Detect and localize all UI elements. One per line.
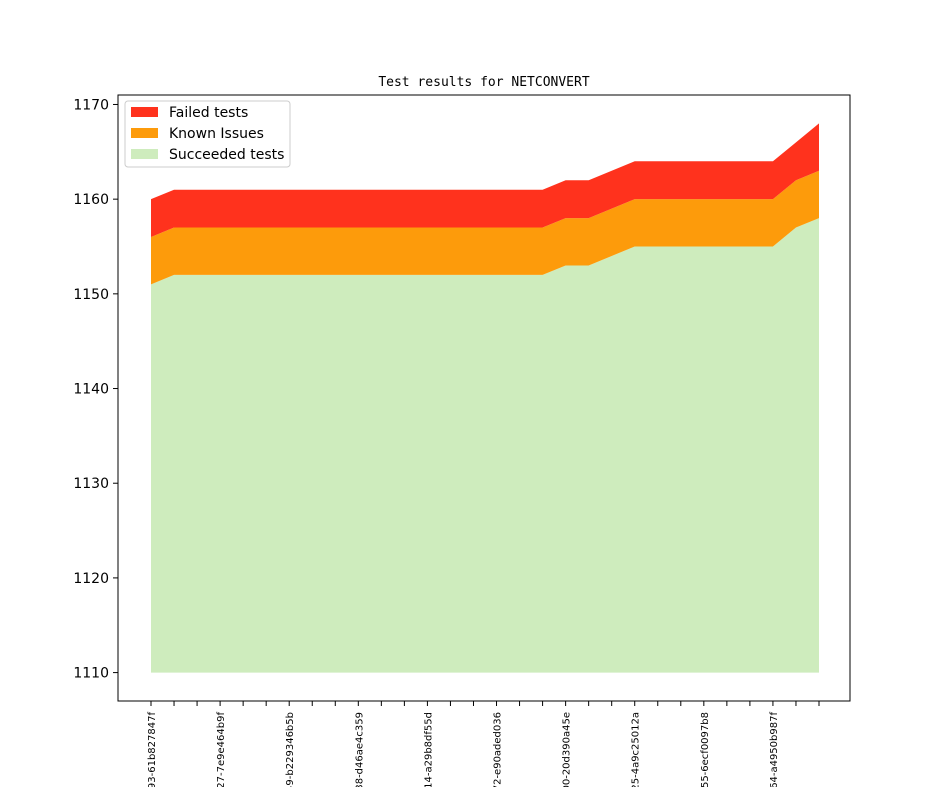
x-tick-label: 64-a4950b987f [769,712,780,787]
legend-swatch-known-issues [131,128,158,138]
legend-swatch-succeeded-tests [131,149,158,159]
y-tick-label: 1110 [73,666,109,682]
legend-label-failed-tests: Failed tests [169,105,248,121]
area-failed-tests [151,123,819,238]
y-axis: 1110 1120 1130 1140 1150 1160 1170 [73,97,118,682]
legend-box [124,100,291,168]
x-tick-label: 93-61b827847f [147,712,158,787]
legend-label-known-issues: Known Issues [169,126,264,142]
x-tick-label: 25-4a9c25012a [631,712,642,787]
x-tick-label: 27-7e9e464b9f [216,712,227,787]
y-tick-label: 1120 [73,571,109,587]
y-tick-label: 1170 [73,97,109,113]
legend-label-succeeded-tests: Succeeded tests [169,147,284,163]
x-tick-label: 38-d46ae4c359 [354,712,365,787]
x-tick-label: 00-20d390a45e [562,712,573,787]
x-tick-label: 55-6ecf0097b8 [700,712,711,787]
legend: Failed tests Known Issues Succeeded tests [124,100,291,168]
y-tick-label: 1140 [73,382,109,398]
chart-title: Test results for NETCONVERT [378,75,589,90]
legend-swatch-failed-tests [131,107,158,117]
area-known-issues [151,170,819,285]
x-tick-label: 72-e90aded036 [493,712,504,787]
area-succeeded-tests [151,218,819,673]
x-tick-label: 14-a29b8df55d [423,712,434,787]
y-tick-label: 1130 [73,476,109,492]
plot-frame [117,94,851,702]
x-tick-label: 49-b229346b5b [285,712,296,787]
y-tick-label: 1160 [73,192,109,208]
chart-areas [151,123,819,673]
y-tick-label: 1150 [73,287,109,303]
x-axis: 93-61b827847f 27-7e9e464b9f 49-b229346b5b 3… [147,701,820,787]
